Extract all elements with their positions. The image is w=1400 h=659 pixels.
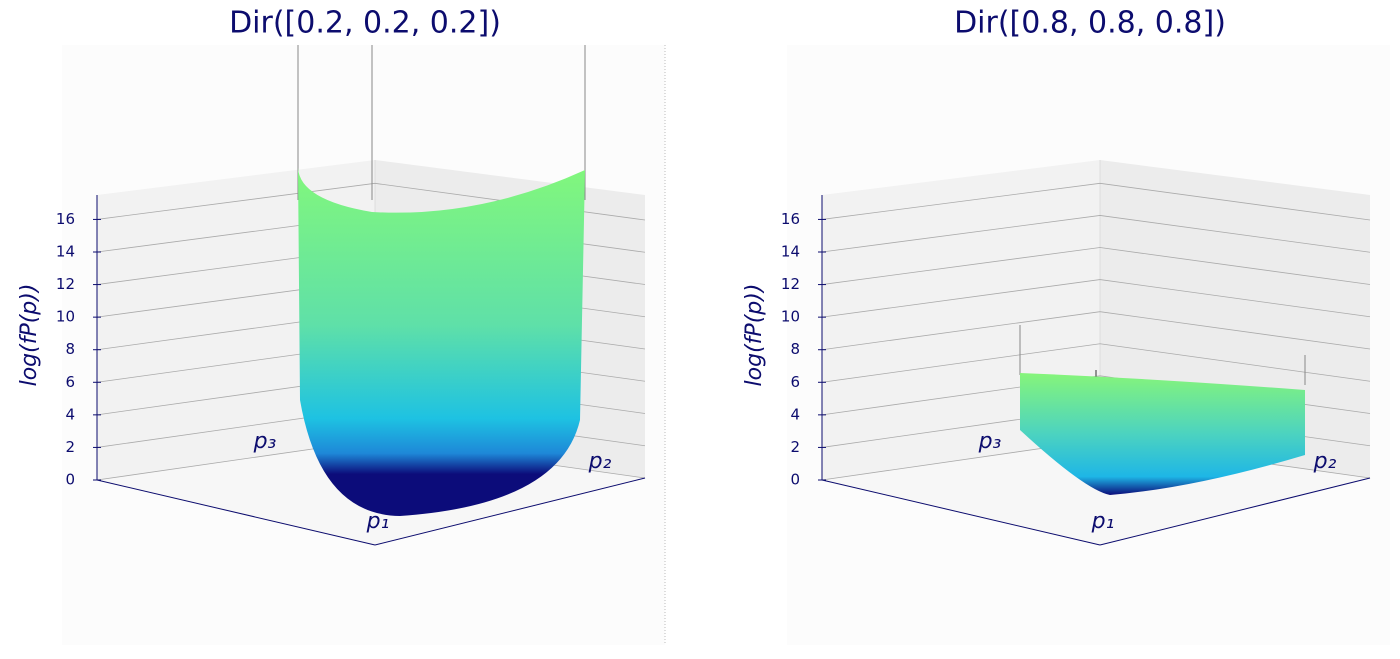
x-axis (821, 479, 1101, 546)
grid-line (821, 311, 1371, 351)
x-axis-label: p₁ (1091, 509, 1115, 534)
z-tick-label: 4 (65, 405, 75, 423)
z-axis-label: log(fP(p)) (17, 284, 42, 387)
grid-line (821, 215, 1371, 253)
z-tick-label: 12 (56, 275, 75, 293)
y-axis (374, 477, 646, 546)
z-tick-label: 6 (790, 373, 800, 391)
z-tick-label: 14 (56, 243, 75, 261)
z-tick-label: 8 (790, 340, 800, 358)
chart-title: Dir([0.2, 0.2, 0.2]) (229, 6, 501, 41)
chart-title: Dir([0.8, 0.8, 0.8]) (954, 6, 1226, 41)
z-tick-label: 12 (781, 275, 800, 293)
z-tick-label: 2 (790, 438, 800, 456)
z-tick-label: 10 (56, 308, 75, 326)
y-axis (1099, 477, 1371, 546)
y-axis-label: p₂ (588, 449, 612, 474)
grid-line (821, 247, 1371, 285)
z-tick-label: 2 (65, 438, 75, 456)
x-axis (96, 479, 376, 546)
z-tick-label: 14 (781, 243, 800, 261)
grid-line (821, 182, 1371, 221)
z-tick-label: 4 (790, 405, 800, 423)
w-axis-label: p₃ (978, 429, 1002, 454)
z-tick-label: 16 (781, 210, 800, 228)
z-tick-label: 6 (65, 373, 75, 391)
surface (1020, 373, 1305, 495)
z-tick-label: 8 (65, 340, 75, 358)
grid-line (821, 279, 1371, 318)
x-axis-label: p₁ (366, 509, 390, 534)
z-tick-label: 10 (781, 308, 800, 326)
surface (298, 168, 585, 516)
z-tick-label: 16 (56, 210, 75, 228)
z-tick-label: 0 (65, 471, 75, 489)
y-axis-label: p₂ (1313, 449, 1337, 474)
z-axis-label: log(fP(p)) (742, 284, 767, 387)
grid-line (821, 343, 1371, 383)
w-axis-label: p₃ (253, 429, 277, 454)
z-tick-label: 0 (790, 471, 800, 489)
